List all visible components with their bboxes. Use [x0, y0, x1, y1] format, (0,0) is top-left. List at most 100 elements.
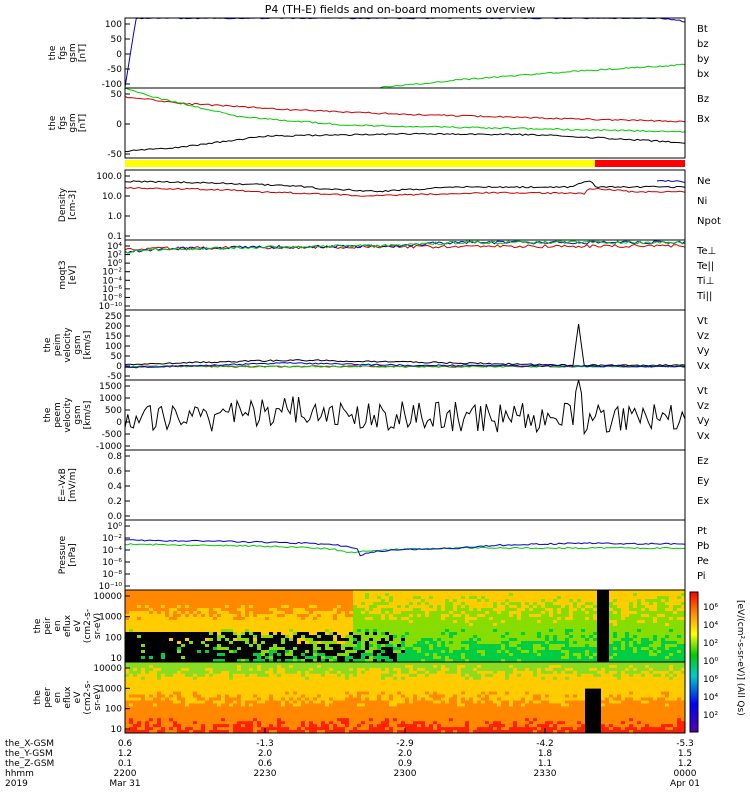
y-axis-label-line: gsm [73, 405, 83, 424]
heatmap-cell [133, 623, 138, 627]
heatmap-cell [133, 641, 138, 645]
heatmap-cell [153, 698, 158, 702]
heatmap-cell [169, 608, 174, 612]
heatmap-cell [593, 611, 598, 615]
heatmap-cell [581, 605, 586, 609]
heatmap-cell [273, 703, 278, 707]
heatmap-cell [449, 596, 454, 600]
heatmap-cell [177, 620, 182, 624]
heatmap-cell [301, 641, 306, 645]
heatmap-cell [217, 641, 222, 645]
heatmap-cell [133, 698, 138, 702]
heatmap-cell [365, 593, 370, 597]
heatmap-cell [309, 718, 314, 722]
heatmap-cell [289, 644, 294, 648]
heatmap-cell [437, 605, 442, 609]
heatmap-cell [549, 626, 554, 630]
heatmap-cell [577, 638, 582, 642]
heatmap-cell [645, 644, 650, 648]
y-axis-label-line: [cm-3] [68, 190, 78, 220]
heatmap-cell [333, 650, 338, 654]
heatmap-cell [629, 623, 634, 627]
heatmap-cell [597, 611, 602, 615]
heatmap-cell [317, 695, 322, 699]
y-tick-label: 100 [105, 342, 122, 352]
heatmap-cell [357, 674, 362, 678]
heatmap-cell [221, 674, 226, 678]
heatmap-cell [493, 641, 498, 645]
heatmap-cell [501, 617, 506, 621]
heatmap-cell [425, 647, 430, 651]
heatmap-cell [517, 626, 522, 630]
heatmap-cell [425, 593, 430, 597]
heatmap-cell [661, 644, 666, 648]
heatmap-cell [605, 653, 610, 657]
heatmap-cell [353, 635, 358, 639]
y-axis-label-line: E=-VxB [58, 468, 68, 502]
heatmap-cell [297, 653, 302, 657]
heatmap-cell [169, 605, 174, 609]
heatmap-cell [385, 635, 390, 639]
heatmap-cell [673, 617, 678, 621]
heatmap-cell [125, 605, 130, 609]
heatmap-cell [509, 596, 514, 600]
heatmap-cell [605, 650, 610, 654]
heatmap-cell [145, 689, 150, 693]
heatmap-cell [345, 695, 350, 699]
heatmap-cell [489, 602, 494, 606]
heatmap-cell [593, 602, 598, 606]
heatmap-cell [669, 644, 674, 648]
heatmap-cell [249, 662, 254, 666]
heatmap-cell [221, 650, 226, 654]
heatmap-cell [617, 614, 622, 618]
heatmap-cell [313, 709, 318, 713]
heatmap-cell [601, 605, 606, 609]
heatmap-cell [301, 644, 306, 648]
heatmap-cell [189, 674, 194, 678]
heatmap-cell [677, 608, 682, 612]
heatmap-cell [405, 620, 410, 624]
heatmap-cell [377, 632, 382, 636]
heatmap-cell [557, 590, 562, 594]
heatmap-cell [617, 590, 622, 594]
heatmap-cell [141, 662, 146, 666]
heatmap-cell [581, 611, 586, 615]
heatmap-cell [281, 626, 286, 630]
heatmap-cell [505, 638, 510, 642]
heatmap-cell [249, 653, 254, 657]
heatmap-cell [201, 608, 206, 612]
heatmap-cell [665, 590, 670, 594]
heatmap-cell [485, 629, 490, 633]
heatmap-cell [253, 638, 258, 642]
heatmap-cell [329, 695, 334, 699]
heatmap-cell [225, 617, 230, 621]
heatmap-cell [561, 605, 566, 609]
heatmap-cell [501, 656, 506, 660]
heatmap-cell [345, 596, 350, 600]
heatmap-cell [545, 635, 550, 639]
heatmap-cell [373, 590, 378, 594]
heatmap-cell [265, 617, 270, 621]
heatmap-cell [509, 656, 514, 660]
heatmap-cell [233, 599, 238, 603]
heatmap-cell [289, 674, 294, 678]
heatmap-cell [257, 674, 262, 678]
heatmap-cell [181, 683, 186, 687]
heatmap-cell [201, 698, 206, 702]
heatmap-cell [205, 650, 210, 654]
heatmap-cell [293, 614, 298, 618]
heatmap-cell [285, 689, 290, 693]
heatmap-cell [149, 718, 154, 722]
heatmap-cell [657, 593, 662, 597]
heatmap-cell [149, 683, 154, 687]
heatmap-cell [633, 623, 638, 627]
heatmap-cell [337, 614, 342, 618]
heatmap-cell [197, 626, 202, 630]
heatmap-cell [197, 590, 202, 594]
heatmap-cell [249, 596, 254, 600]
heatmap-cell [561, 635, 566, 639]
heatmap-cell [665, 638, 670, 642]
heatmap-cell [173, 647, 178, 651]
heatmap-cell [269, 709, 274, 713]
heatmap-cell [501, 635, 506, 639]
